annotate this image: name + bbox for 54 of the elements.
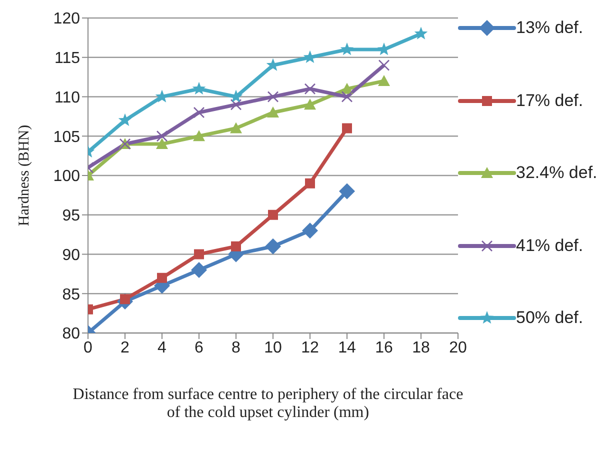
x-tick-label: 10 bbox=[264, 339, 282, 356]
point bbox=[265, 238, 281, 254]
x-tick-label: 4 bbox=[158, 339, 167, 356]
point bbox=[378, 75, 390, 86]
y-tick-label: 105 bbox=[53, 128, 80, 146]
x-tick-label: 20 bbox=[449, 339, 467, 356]
x-tick-label: 18 bbox=[412, 339, 430, 356]
y-tick-label: 100 bbox=[53, 168, 80, 186]
y-tick-label: 115 bbox=[54, 50, 80, 68]
point bbox=[305, 178, 315, 188]
point bbox=[340, 42, 354, 56]
point bbox=[339, 183, 355, 200]
y-axis-title: Hardness (BHN) bbox=[16, 124, 32, 226]
y-tick-label: 120 bbox=[53, 10, 80, 28]
point bbox=[156, 138, 168, 149]
point bbox=[230, 122, 242, 134]
legend-label: 13% def. bbox=[516, 18, 584, 38]
y-tick-label: 110 bbox=[54, 89, 80, 106]
point bbox=[191, 262, 207, 278]
x-tick-label: 6 bbox=[194, 339, 204, 356]
point bbox=[192, 82, 206, 95]
x-axis-title: Distance from surface centre to periphery of the circular face of the cold upset cylinder (mm) bbox=[72, 386, 464, 422]
point bbox=[341, 91, 353, 102]
y-tick-label: 85 bbox=[62, 286, 80, 304]
legend-label: 50% def. bbox=[516, 308, 584, 328]
point bbox=[414, 26, 428, 40]
y-tick-label: 95 bbox=[62, 208, 80, 225]
x-tick-label: 12 bbox=[301, 339, 319, 356]
point bbox=[268, 210, 278, 220]
legend-label: 32.4% def. bbox=[516, 163, 598, 183]
x-tick-label: 2 bbox=[120, 339, 130, 356]
x-tick-label: 14 bbox=[338, 339, 356, 356]
point bbox=[304, 83, 316, 95]
x-tick-label: 0 bbox=[84, 339, 93, 356]
point bbox=[157, 272, 167, 283]
point bbox=[193, 130, 205, 142]
point bbox=[378, 60, 390, 71]
point bbox=[193, 106, 205, 118]
y-tick-label: 80 bbox=[62, 326, 80, 343]
point bbox=[302, 222, 318, 239]
point bbox=[342, 123, 352, 134]
x-tick-label: 8 bbox=[232, 339, 241, 356]
legend-label: 41% def. bbox=[516, 236, 584, 256]
point bbox=[231, 241, 241, 252]
y-tick-label: 90 bbox=[62, 246, 80, 264]
point bbox=[267, 106, 279, 118]
legend-label: 17% def. bbox=[516, 90, 584, 110]
point bbox=[156, 130, 168, 142]
point bbox=[194, 249, 204, 260]
point bbox=[118, 113, 132, 126]
point bbox=[267, 91, 279, 102]
point bbox=[230, 98, 242, 110]
point bbox=[304, 98, 316, 110]
x-tick-label: 16 bbox=[375, 339, 393, 356]
